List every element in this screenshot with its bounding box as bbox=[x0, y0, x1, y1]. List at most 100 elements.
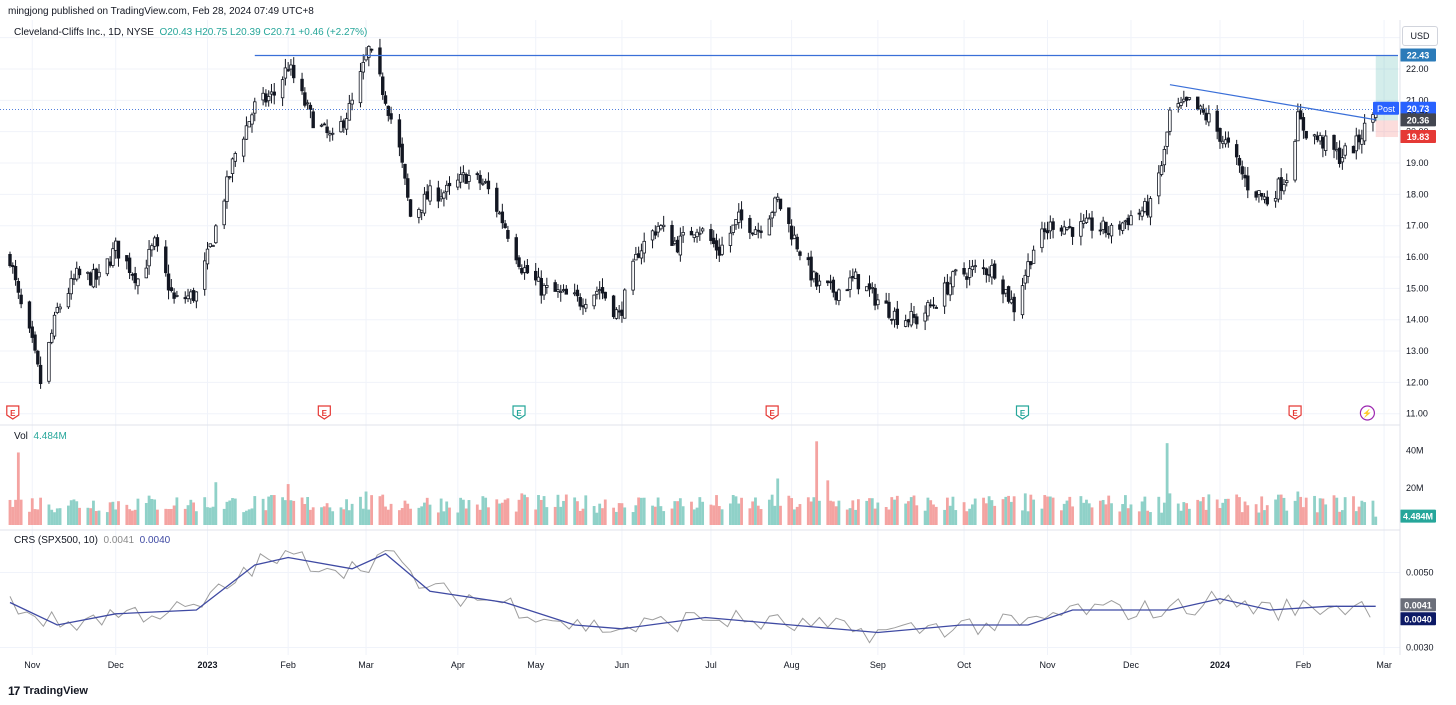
volume-bar bbox=[150, 498, 154, 525]
candle-body bbox=[990, 265, 994, 278]
volume-bar bbox=[1243, 501, 1247, 525]
candlestick-series bbox=[8, 38, 1378, 389]
volume-bar bbox=[601, 508, 604, 525]
volume-bar bbox=[709, 504, 713, 525]
candle-body bbox=[865, 286, 869, 292]
volume-bar bbox=[1293, 500, 1297, 525]
volume-bar bbox=[133, 509, 137, 525]
candle-body bbox=[1143, 201, 1147, 212]
currency-button[interactable]: USD bbox=[1402, 26, 1438, 46]
volume-bar bbox=[1021, 510, 1024, 525]
volume-bar bbox=[932, 504, 935, 525]
candle-body bbox=[69, 278, 73, 295]
candle-body bbox=[1009, 298, 1014, 304]
crs-axis: 0.0050 0.0030 bbox=[1406, 568, 1434, 653]
candle-body bbox=[767, 218, 772, 236]
earnings-label: E bbox=[1292, 409, 1298, 418]
volume-bar bbox=[403, 500, 407, 525]
volume-bar bbox=[909, 497, 913, 525]
candle-body bbox=[166, 273, 171, 291]
candle-body bbox=[650, 230, 655, 241]
candle-body bbox=[984, 268, 989, 276]
volume-bar bbox=[495, 499, 499, 525]
volume-bar bbox=[1374, 516, 1378, 525]
candle-body bbox=[1165, 131, 1169, 147]
volume-bar bbox=[673, 501, 677, 525]
candle-body bbox=[817, 280, 822, 286]
price-tick-label: 15.00 bbox=[1406, 283, 1429, 293]
candle-body bbox=[144, 267, 148, 279]
candle-body bbox=[578, 297, 582, 307]
ohlc-values: O20.43 H20.75 L20.39 C20.71 +0.46 (+2.27… bbox=[159, 27, 368, 38]
crs-legend[interactable]: CRS (SPX500, 10) 0.0041 0.0040 bbox=[14, 535, 170, 546]
candle-body bbox=[1196, 96, 1200, 110]
candle-body bbox=[756, 229, 760, 232]
candle-body bbox=[47, 342, 51, 382]
candle-body bbox=[1120, 222, 1125, 231]
volume-bar bbox=[923, 510, 927, 525]
volume-bar bbox=[130, 510, 134, 525]
stop-badge: 19.83 bbox=[1407, 132, 1430, 142]
candle-body bbox=[603, 291, 607, 299]
candle-body bbox=[1090, 217, 1094, 231]
candle-body bbox=[172, 292, 176, 299]
candle-body bbox=[458, 174, 463, 183]
candle-body bbox=[1107, 233, 1111, 235]
candle-body bbox=[670, 224, 674, 246]
volume-bar bbox=[759, 509, 763, 525]
candle-body bbox=[130, 273, 135, 276]
crs-avg-badge: 0.0040 bbox=[1404, 614, 1432, 624]
symbol-legend[interactable]: Cleveland-Cliffs Inc., 1D, NYSE O20.43 H… bbox=[14, 27, 367, 38]
volume-bar bbox=[11, 506, 15, 525]
candle-body bbox=[1081, 220, 1086, 224]
candle-body bbox=[759, 230, 763, 233]
volume-legend[interactable]: Vol 4.484M bbox=[14, 431, 67, 442]
candle-body bbox=[954, 269, 958, 272]
candle-body bbox=[814, 272, 819, 287]
candle-body bbox=[500, 211, 505, 224]
candle-body bbox=[853, 271, 858, 280]
candle-body bbox=[33, 334, 37, 351]
volume-bar bbox=[214, 482, 218, 525]
volume-bar bbox=[556, 494, 560, 525]
volume-bar bbox=[1282, 497, 1286, 525]
earnings-markers[interactable]: E E E E E E ⚡ bbox=[6, 405, 1376, 421]
long-position-tool[interactable] bbox=[1375, 55, 1398, 138]
candle-body bbox=[116, 240, 121, 259]
tradingview-brand[interactable]: 17 TradingView bbox=[8, 684, 88, 698]
volume-bar bbox=[1029, 494, 1033, 525]
volume-bar bbox=[884, 506, 888, 525]
time-tick-label: Feb bbox=[1296, 660, 1312, 670]
candle-body bbox=[884, 300, 888, 304]
candle-body bbox=[653, 231, 658, 236]
volume-bar bbox=[1318, 498, 1322, 525]
volume-bar bbox=[417, 507, 421, 525]
candle-body bbox=[169, 287, 174, 291]
volume-bar bbox=[573, 497, 577, 525]
candle-body bbox=[572, 292, 577, 295]
volume-bar bbox=[1357, 506, 1361, 525]
volume-bar bbox=[328, 507, 332, 525]
candle-body bbox=[194, 291, 199, 302]
candle-body bbox=[689, 230, 694, 236]
candle-body bbox=[923, 312, 927, 322]
volume-bar bbox=[954, 510, 958, 525]
earnings-icon bbox=[765, 405, 779, 420]
volume-bar bbox=[481, 496, 485, 525]
volume-bar bbox=[893, 499, 896, 525]
volume-bar bbox=[250, 508, 254, 525]
candle-body bbox=[1321, 137, 1325, 149]
candle-body bbox=[828, 281, 833, 284]
drawings[interactable] bbox=[0, 54, 1398, 121]
candle-body bbox=[77, 268, 82, 276]
candle-body bbox=[948, 283, 952, 296]
candle-body bbox=[522, 267, 527, 273]
candle-body bbox=[912, 313, 916, 318]
volume-bar bbox=[876, 502, 880, 525]
candle-body bbox=[931, 304, 936, 307]
volume-bar bbox=[592, 506, 596, 525]
volume-bar bbox=[1085, 499, 1088, 525]
candle-body bbox=[1129, 215, 1133, 226]
volume-bar bbox=[904, 503, 908, 525]
volume-bar bbox=[225, 501, 229, 525]
